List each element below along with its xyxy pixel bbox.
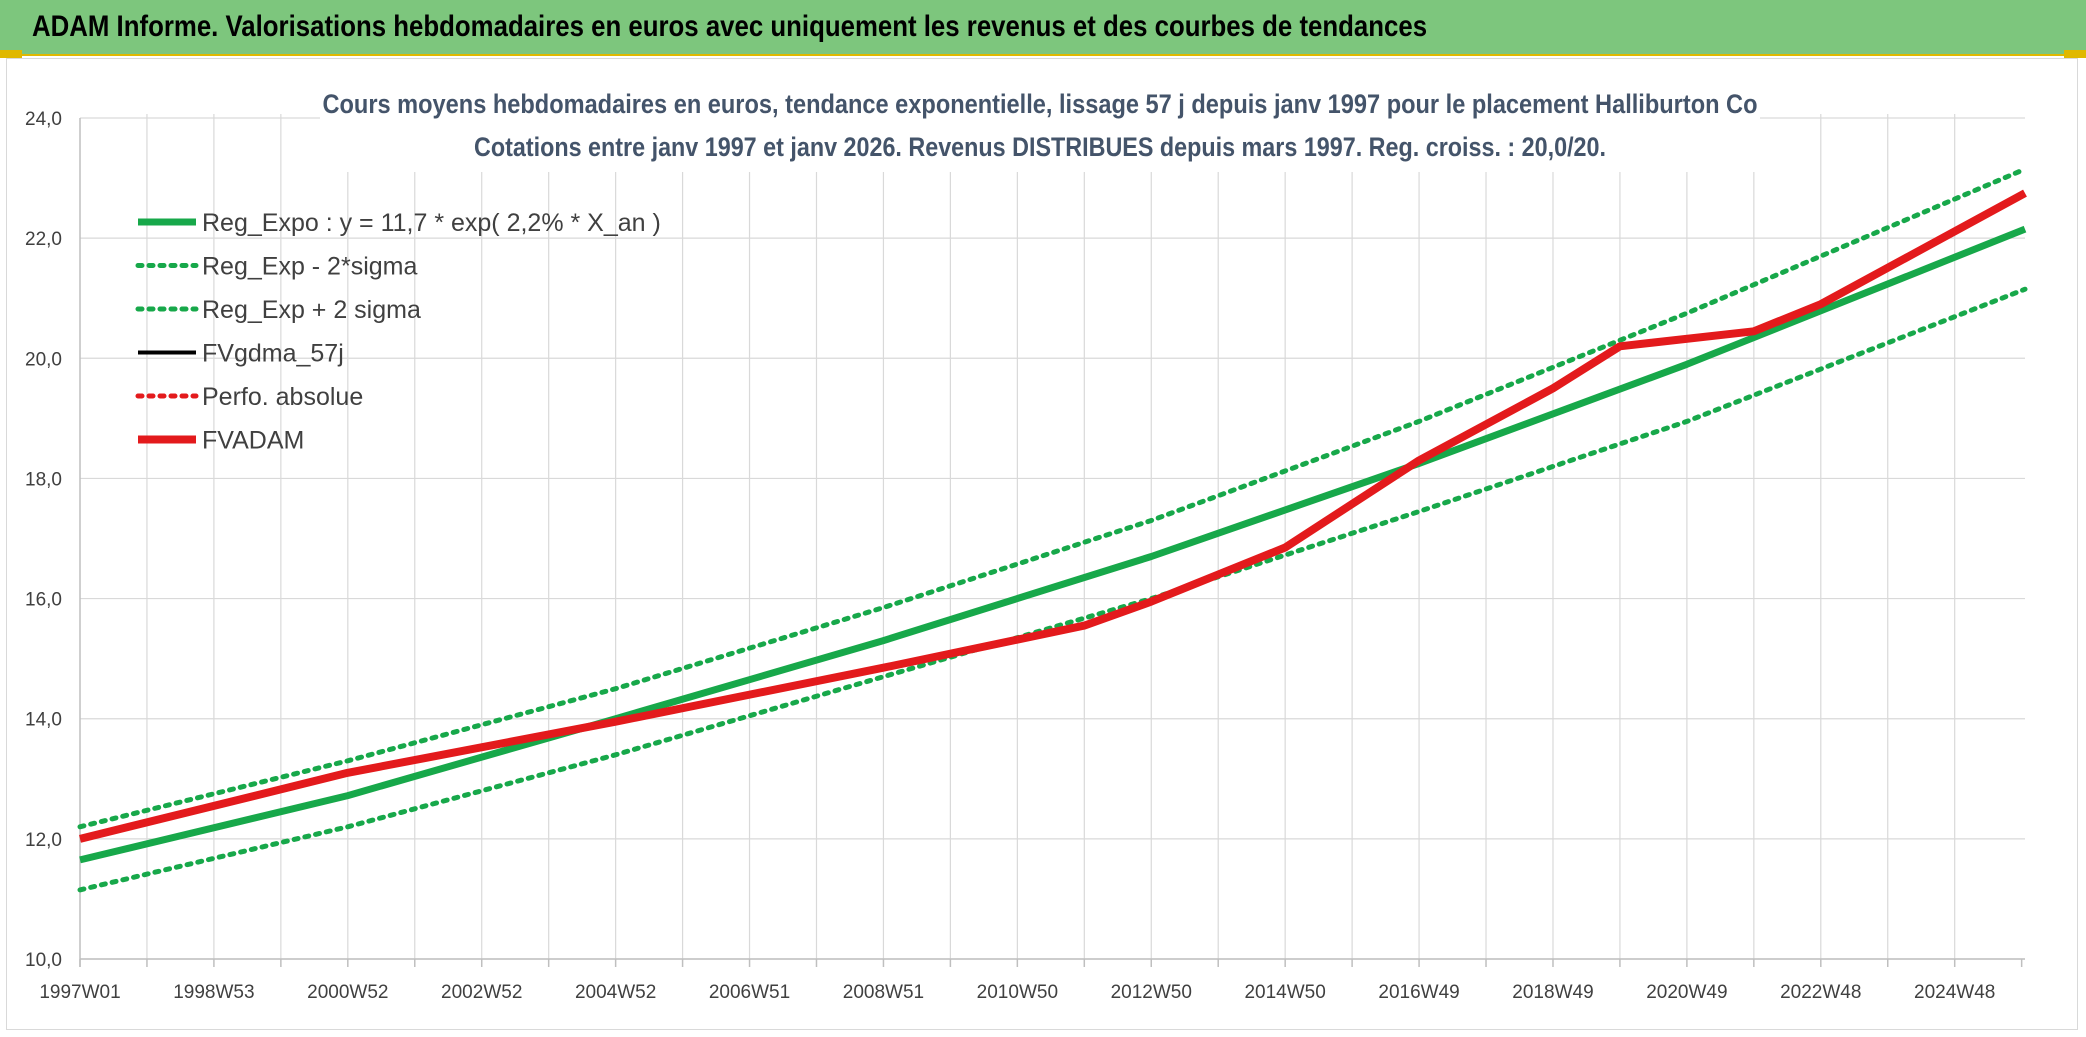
y-tick-label: 22,0 [25,229,62,250]
y-tick-label: 14,0 [25,710,62,731]
x-tick-label: 1998W53 [173,982,254,1003]
axes: 10,0 12,0 14,0 16,0 18,0 20,0 22,0 24,0 1997W01 1… [25,109,2025,1003]
series-line-reg-expo-y-11-7-exp-2-2-x-an [79,225,2027,864]
report-title: ADAM Informe. Valorisations hebdomadaire… [32,10,1428,43]
x-tick-label: 2016W49 [1378,982,1459,1003]
series-layer [77,166,2028,893]
x-tick-label: 2008W51 [843,982,924,1003]
legend-label: FVADAM [202,427,304,455]
x-tick-label: 2018W49 [1512,982,1593,1003]
frame-corner-top-left [0,50,22,58]
y-tick-label: 16,0 [25,590,62,611]
frame-corner-top-right [2064,50,2086,58]
x-tick-label: 2012W50 [1111,982,1192,1003]
legend-label: FVgdma_57j [202,340,344,368]
x-tick-label: 1997W01 [39,982,120,1003]
y-tick-label: 24,0 [25,109,62,130]
legend-label: Reg_Expo : y = 11,7 * exp( 2,2% * X_an ) [202,209,661,237]
x-tick-label: 2004W52 [575,982,656,1003]
x-tick-label: 2002W52 [441,982,522,1003]
chart-frame [6,58,2078,1030]
y-tick-label: 12,0 [25,830,62,851]
chart-title: Cours moyens hebdomadaires en euros, ten… [323,89,1758,119]
x-tick-label: 2022W48 [1780,982,1861,1003]
y-tick-label: 18,0 [25,469,62,490]
title-background [320,84,1760,172]
series-line-fvadam [79,189,2027,843]
legend-label: Reg_Exp + 2 sigma [202,296,421,324]
x-tick-label: 2024W48 [1914,982,1995,1003]
chart-subtitle: Cotations entre janv 1997 et janv 2026. … [474,132,1606,162]
header-banner: ADAM Informe. Valorisations hebdomadaire… [0,0,2086,56]
y-tick-label: 20,0 [25,349,62,370]
x-tick-label: 2014W50 [1244,982,1325,1003]
x-tick-label: 2000W52 [307,982,388,1003]
x-tick-label: 2020W49 [1646,982,1727,1003]
series-line-reg-exp-2-sigma [77,166,2028,830]
x-tick-label: 2010W50 [977,982,1058,1003]
legend: Reg_Expo : y = 11,7 * exp( 2,2% * X_an )… [135,209,661,455]
x-tick-label: 2006W51 [709,982,790,1003]
y-tick-label: 10,0 [25,950,62,971]
grid [80,114,2025,960]
legend-label: Reg_Exp - 2*sigma [202,253,417,281]
legend-label: Perfo. absolue [202,383,363,411]
